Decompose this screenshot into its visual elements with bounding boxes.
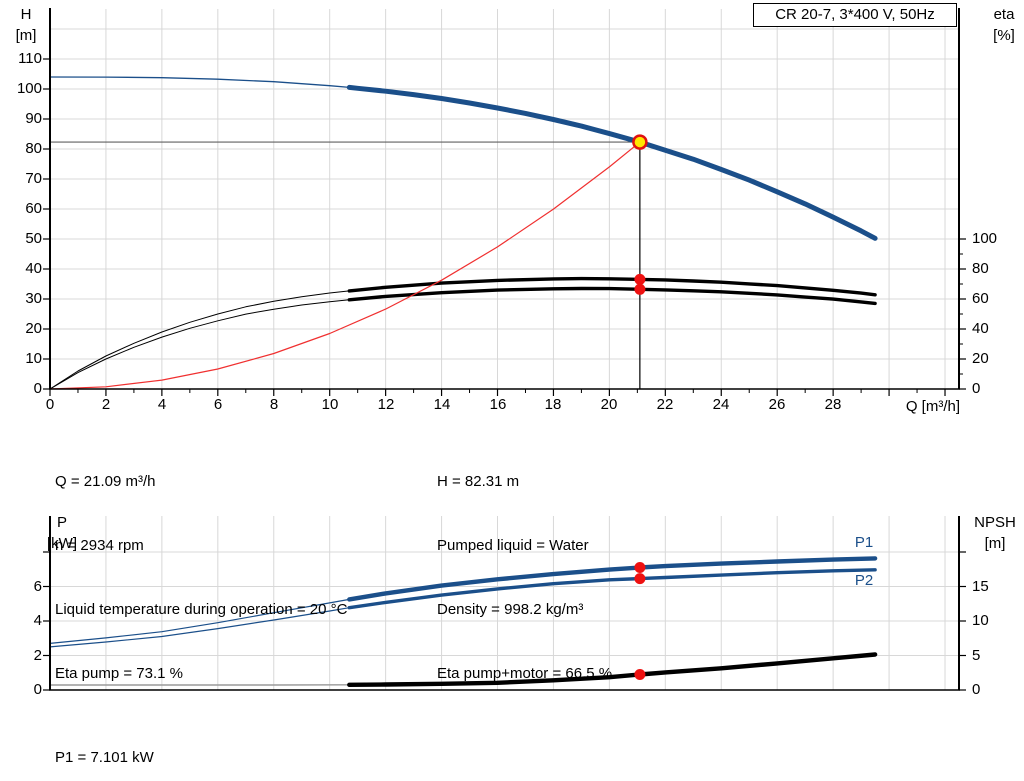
tick-label: 6 [213, 396, 223, 413]
tick-label: 90 [25, 110, 42, 127]
speed-info: n = 2934 rpm [55, 537, 144, 555]
p2-curve [347, 568, 877, 610]
head-flow-chart[interactable] [43, 8, 966, 396]
tick-label: 5 [972, 647, 981, 664]
tick-label: 0 [33, 380, 42, 397]
tick-label: 15 [972, 578, 989, 595]
tick-label: 0 [972, 380, 981, 397]
density-info: Density = 998.2 kg/m³ [437, 601, 584, 619]
tick-label: 20 [600, 396, 618, 413]
tick-label: 10 [321, 396, 339, 413]
p1-curve [347, 556, 878, 602]
flow-info: Q = 21.09 m³/h [55, 472, 156, 490]
tick-label: 10 [972, 612, 989, 629]
tick-label: 2 [33, 647, 42, 664]
power-axis-label: P [kW] [47, 514, 77, 552]
eta-pump-curve-thin [49, 290, 350, 390]
qh-curve-thin [49, 76, 350, 89]
tick-label: 24 [712, 396, 730, 413]
tick-label: 10 [25, 350, 42, 367]
tick-label: 26 [768, 396, 786, 413]
power-npsh-chart[interactable] [43, 516, 966, 691]
tick-label: 0 [33, 681, 42, 698]
p2-curve-thin [49, 607, 350, 648]
npsh-curve [347, 652, 878, 687]
liquid-temperature-info: Liquid temperature during operation = 20… [55, 601, 348, 619]
flow-axis-label: Q [m³/h] [905, 398, 960, 415]
system-curve [49, 141, 641, 390]
npsh-axis-label: NPSH [m] [974, 514, 1016, 552]
duty-info-right: H = 82.31 m Pumped liquid = Water Densit… [437, 428, 612, 728]
tick-label: 110 [18, 50, 42, 67]
tick-label: 22 [656, 396, 674, 413]
tick-label: 12 [377, 396, 395, 413]
tick-label: 60 [25, 200, 42, 217]
eta-pump-info: Eta pump = 73.1 % [55, 665, 183, 683]
tick-label: 30 [25, 290, 42, 307]
tick-label: 8 [269, 396, 279, 413]
tick-label: 28 [824, 396, 842, 413]
tick-label: 16 [489, 396, 507, 413]
p2-curve-label: P2 [854, 572, 874, 589]
tick-label: 80 [972, 260, 989, 277]
tick-label: 18 [544, 396, 562, 413]
p1-curve-thin [49, 598, 350, 645]
head-axis-label: H [m] [15, 6, 37, 44]
eta-pump-point [634, 273, 646, 285]
head-info: H = 82.31 m [437, 472, 520, 490]
tick-label: 20 [25, 320, 42, 337]
eta-pump-motor-curve [347, 286, 877, 306]
tick-label: 70 [25, 170, 42, 187]
eta-pump-curve [347, 276, 877, 297]
tick-label: 40 [25, 260, 42, 277]
p1-info: P1 = 7.101 kW [55, 748, 154, 766]
tick-label: 40 [972, 320, 989, 337]
pump-model-box: CR 20-7, 3*400 V, 50Hz [753, 3, 957, 27]
tick-label: 80 [25, 140, 42, 157]
eta-pump-motor-info: Eta pump+motor = 66.5 % [437, 665, 613, 683]
duty-point-marker[interactable] [632, 134, 648, 150]
tick-label: 6 [33, 578, 42, 595]
tick-label: 50 [25, 230, 42, 247]
tick-label: 4 [33, 612, 42, 629]
p1-point [634, 562, 646, 573]
npsh-point [634, 669, 646, 680]
duty-info-left: Q = 21.09 m³/h n = 2934 rpm Liquid tempe… [55, 428, 347, 728]
power-info-block: P1 = 7.101 kW P2 = 6.458 kW NPSH = 2.24 … [55, 704, 160, 781]
tick-label: 100 [16, 80, 42, 97]
p1-curve-label: P1 [854, 534, 874, 551]
tick-label: 20 [972, 350, 989, 367]
eta-pump-motor-curve-thin [49, 299, 350, 390]
eta-axis-label: eta [%] [993, 6, 1015, 44]
pumped-liquid-info: Pumped liquid = Water [437, 537, 589, 555]
p2-point [634, 573, 646, 585]
eta-pump-motor-point [634, 283, 646, 295]
tick-label: 2 [101, 396, 111, 413]
pump-model-label: CR 20-7, 3*400 V, 50Hz [775, 6, 935, 23]
tick-label: 60 [972, 290, 989, 307]
tick-label: 0 [972, 681, 981, 698]
tick-label: 14 [433, 396, 451, 413]
tick-label: 4 [157, 396, 167, 413]
tick-label: 0 [45, 396, 55, 413]
qh-curve [346, 84, 878, 241]
tick-label: 100 [972, 230, 998, 247]
